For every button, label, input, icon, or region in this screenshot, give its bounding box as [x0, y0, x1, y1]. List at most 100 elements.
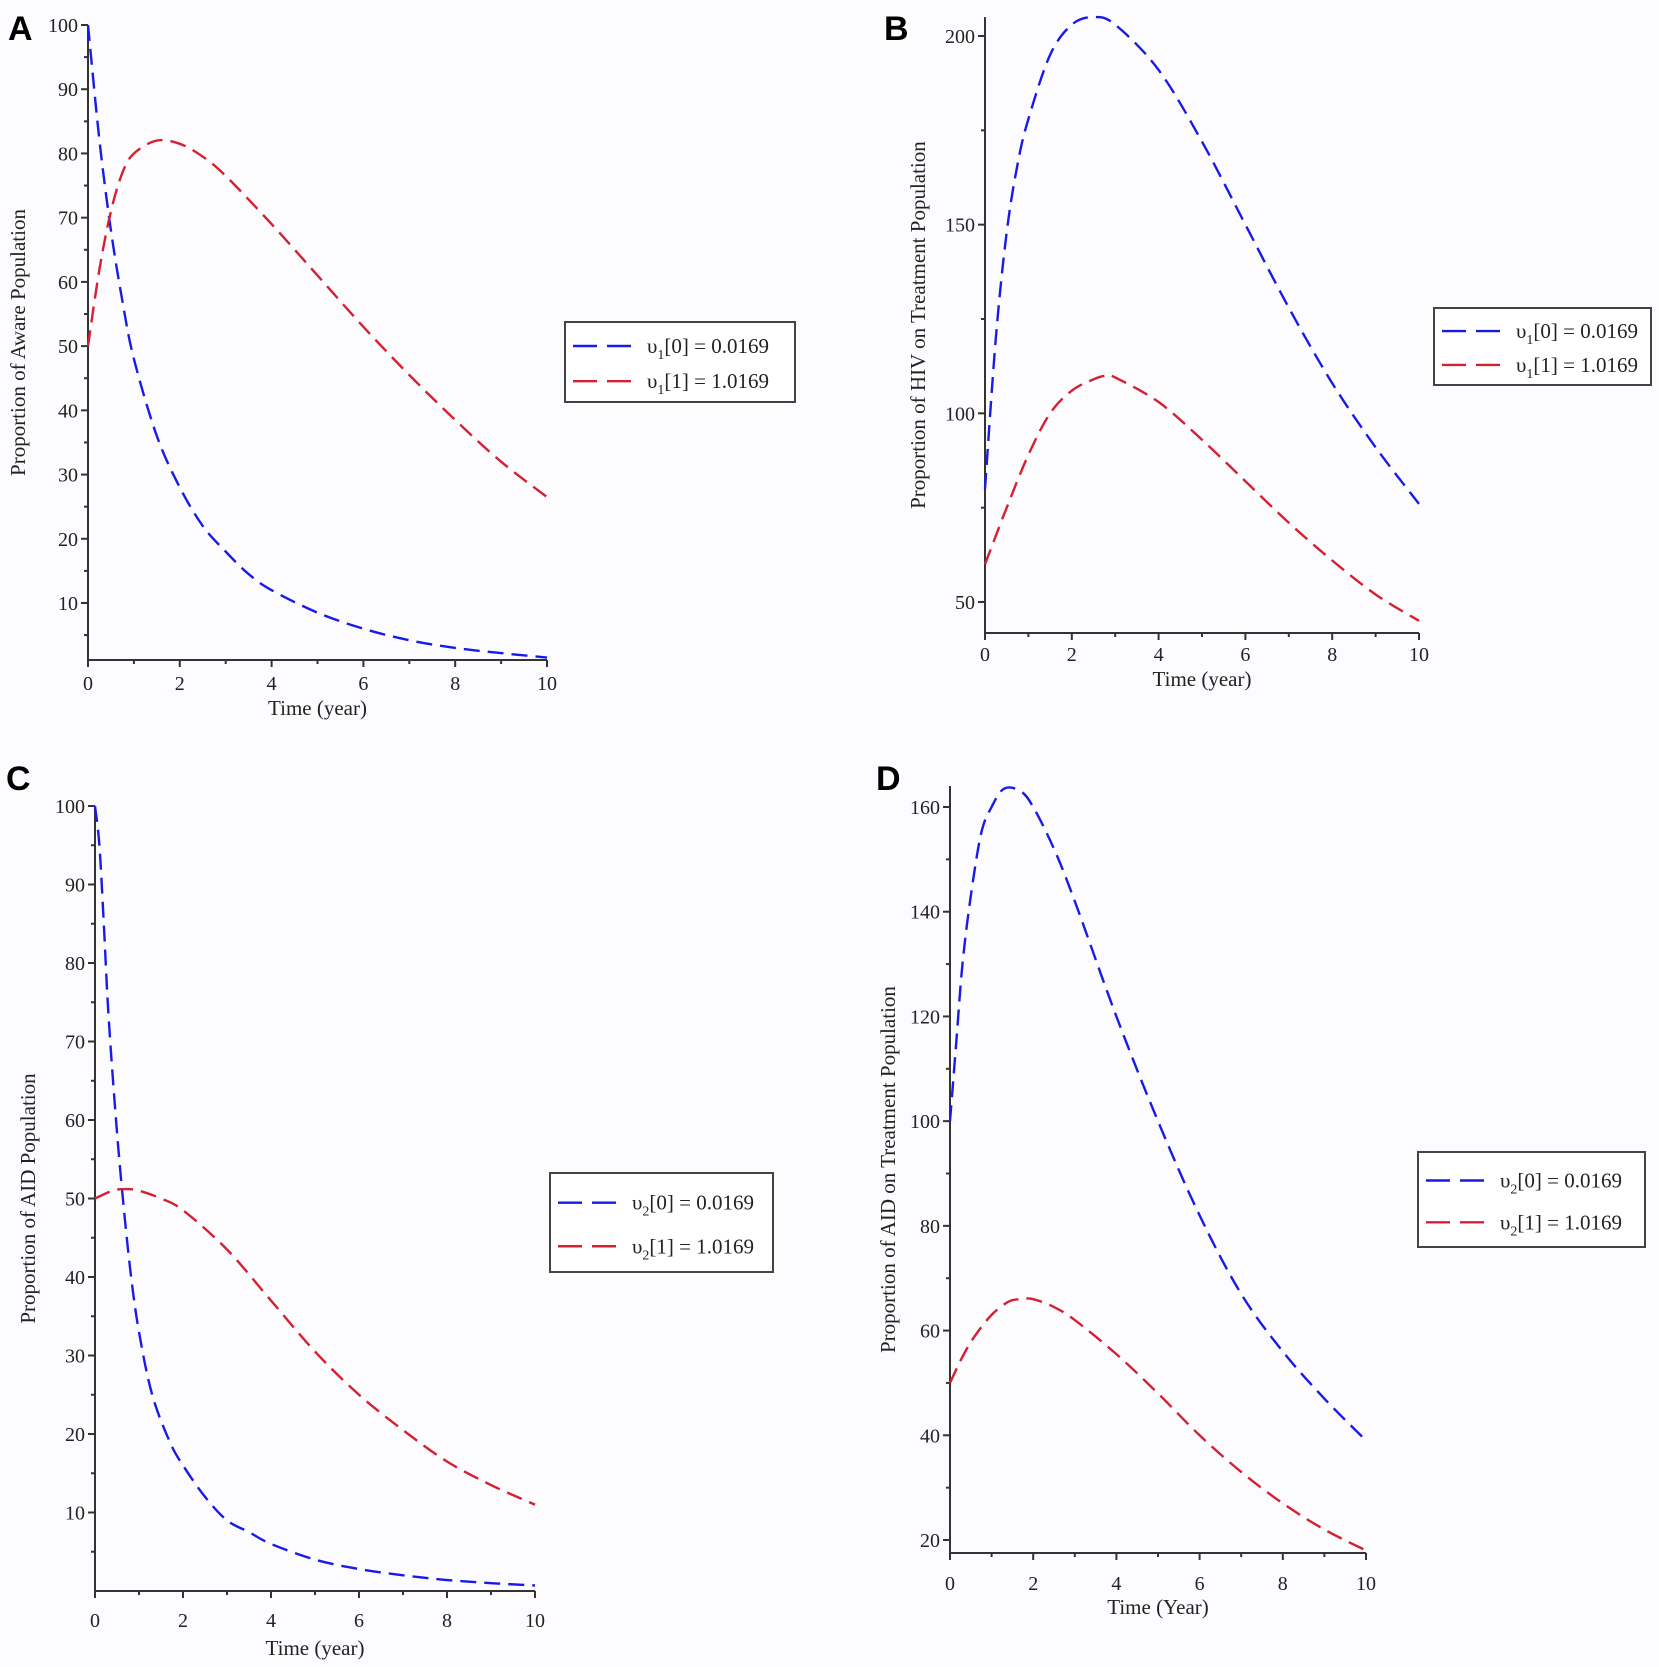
legend-label-value: [1] = 1.0169 — [1533, 353, 1638, 377]
legend-label-subscript: 2 — [642, 1248, 649, 1263]
x-tick-label: 8 — [1278, 1573, 1288, 1595]
y-tick-label: 90 — [58, 79, 78, 101]
legend-label-value: [1] = 1.0169 — [664, 369, 769, 393]
y-axis-title: Proportion of HIV on Treatment Populatio… — [906, 141, 930, 509]
y-tick-label: 20 — [65, 1424, 85, 1446]
y-axis-title: Proportion of AID Population — [16, 1073, 40, 1324]
y-tick-label: 20 — [58, 529, 78, 551]
legend-label-value: [1] = 1.0169 — [1517, 1210, 1622, 1234]
series-line-blue — [948, 786, 1367, 1442]
legend-label-subscript: 1 — [657, 348, 664, 363]
legend-box — [1433, 307, 1652, 386]
legend-label-subscript: 2 — [1510, 1224, 1517, 1239]
legend-label-symbol: υ — [1516, 353, 1526, 377]
x-tick-label: 10 — [1409, 644, 1429, 666]
legend-label-subscript: 1 — [1526, 367, 1533, 382]
y-tick-label: 100 — [945, 403, 975, 425]
series-line-blue — [86, 24, 548, 659]
legend-label: υ2[0] = 0.0169 — [1500, 1169, 1622, 1198]
legend-label: υ1[0] = 0.0169 — [647, 334, 769, 363]
legend-box — [549, 1172, 774, 1273]
series-line-red — [86, 138, 548, 498]
y-tick-label: 70 — [65, 1032, 85, 1054]
y-tick-label: 200 — [945, 26, 975, 48]
legend-label-subscript: 2 — [642, 1205, 649, 1220]
legend-label: υ2[1] = 1.0169 — [632, 1234, 754, 1263]
x-tick-label: 4 — [1154, 644, 1164, 666]
x-tick-label: 10 — [537, 673, 557, 695]
y-tick-label: 40 — [65, 1267, 85, 1289]
x-tick-label: 6 — [354, 1610, 364, 1632]
panel-letter: D — [876, 760, 901, 798]
x-tick-label: 8 — [442, 1610, 452, 1632]
panel-letter: A — [8, 10, 33, 48]
y-tick-label: 40 — [920, 1425, 940, 1447]
x-tick-label: 6 — [1195, 1573, 1205, 1595]
x-tick-label: 6 — [1240, 644, 1250, 666]
y-tick-label: 60 — [58, 272, 78, 294]
x-axis-title: Time (year) — [268, 696, 367, 720]
legend-label-symbol: υ — [647, 334, 657, 358]
x-tick-label: 0 — [980, 644, 990, 666]
legend-label: υ1[1] = 1.0169 — [647, 369, 769, 398]
series-line-red — [983, 373, 1420, 622]
y-tick-label: 50 — [58, 336, 78, 358]
legend-label-value: [0] = 0.0169 — [1517, 1169, 1622, 1193]
x-tick-label: 0 — [945, 1573, 955, 1595]
y-tick-label: 40 — [58, 400, 78, 422]
y-tick-label: 100 — [55, 796, 85, 818]
x-tick-label: 10 — [1356, 1573, 1376, 1595]
x-tick-label: 4 — [266, 1610, 276, 1632]
x-tick-label: 0 — [90, 1610, 100, 1632]
legend-label-value: [0] = 0.0169 — [649, 1191, 754, 1215]
y-tick-label: 80 — [58, 143, 78, 165]
x-axis-title: Time (year) — [266, 1636, 365, 1660]
panel-a: A 10 20 30 40 50 60 70 80 90 100 0 2 4 6 8 10 Time (year)… — [6, 10, 796, 720]
y-tick-label: 150 — [945, 215, 975, 237]
y-tick-label: 100 — [910, 1111, 940, 1133]
y-tick-label: 100 — [48, 15, 78, 37]
x-tick-label: 4 — [267, 673, 277, 695]
x-axis-title: Time (year) — [1153, 667, 1252, 691]
y-tick-label: 50 — [65, 1189, 85, 1211]
x-axis-title: Time (Year) — [1107, 1595, 1209, 1619]
x-tick-label: 2 — [1028, 1573, 1038, 1595]
legend-label-subscript: 1 — [657, 383, 664, 398]
x-tick-label: 6 — [358, 673, 368, 695]
x-tick-label: 2 — [1067, 644, 1077, 666]
x-tick-label: 2 — [175, 673, 185, 695]
x-tick-label: 8 — [1327, 644, 1337, 666]
x-tick-label: 0 — [83, 673, 93, 695]
x-tick-label: 4 — [1111, 1573, 1121, 1595]
legend-label-value: [1] = 1.0169 — [649, 1234, 754, 1258]
y-tick-label: 70 — [58, 208, 78, 230]
legend-label-symbol: υ — [1500, 1210, 1510, 1234]
legend-label-symbol: υ — [632, 1191, 642, 1215]
y-tick-label: 30 — [65, 1346, 85, 1368]
y-tick-label: 140 — [910, 902, 940, 924]
x-tick-label: 10 — [525, 1610, 545, 1632]
y-tick-label: 10 — [58, 593, 78, 615]
x-tick-label: 2 — [178, 1610, 188, 1632]
legend-label-symbol: υ — [1516, 319, 1526, 343]
legend-label-value: [0] = 0.0169 — [1533, 319, 1638, 343]
legend-label: υ1[0] = 0.0169 — [1516, 319, 1638, 348]
y-tick-label: 30 — [58, 465, 78, 487]
y-tick-label: 10 — [65, 1503, 85, 1525]
legend-box — [1417, 1151, 1646, 1248]
series-line-blue — [983, 15, 1420, 505]
x-tick-label: 8 — [450, 673, 460, 695]
panel-b: B 50 100 150 200 0 2 4 6 8 10 Time (year) Proportion… — [884, 10, 1652, 691]
legend-label: υ2[0] = 0.0169 — [632, 1191, 754, 1220]
legend-label-symbol: υ — [1500, 1169, 1510, 1193]
y-tick-label: 60 — [920, 1321, 940, 1343]
y-tick-label: 90 — [65, 875, 85, 897]
series-line-blue — [93, 805, 536, 1587]
legend-label-symbol: υ — [647, 369, 657, 393]
y-axis-title: Proportion of AID on Treatment Populatio… — [876, 986, 900, 1353]
